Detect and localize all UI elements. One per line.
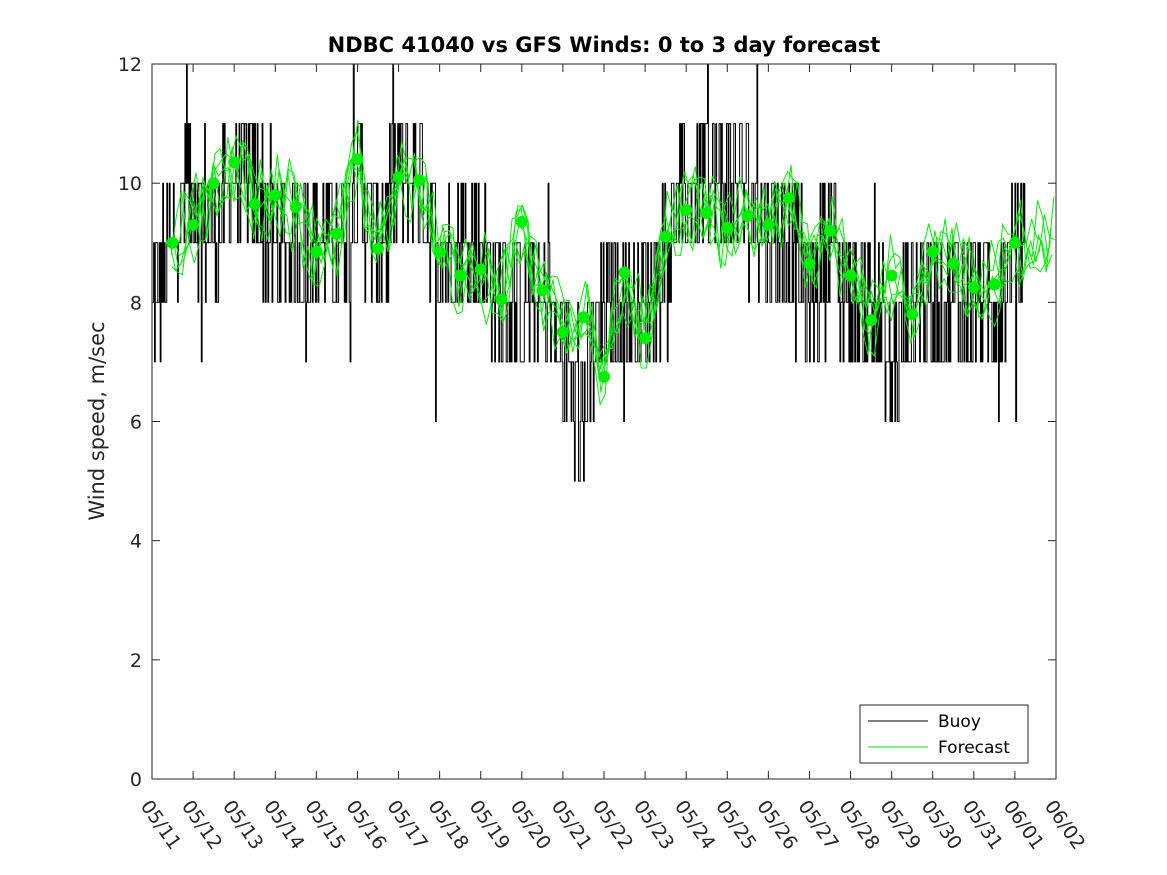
forecast-point — [659, 230, 672, 243]
forecast-point — [824, 224, 836, 237]
forecast-point — [536, 284, 549, 297]
forecast-point — [166, 236, 179, 249]
forecast-point — [988, 278, 1001, 291]
forecast-point — [515, 215, 528, 228]
y-tick-labels: 0 2 4 6 8 10 12 — [118, 54, 142, 791]
y-tick-label: 12 — [118, 54, 142, 76]
forecast-point — [700, 207, 713, 219]
buoy-series — [152, 63, 1026, 482]
forecast-point — [906, 308, 919, 321]
forecast-point — [433, 245, 446, 258]
y-axis-label: Wind speed, m/sec — [85, 321, 109, 520]
forecast-point — [372, 242, 384, 255]
forecast-point — [762, 218, 775, 231]
y-tick-label: 6 — [130, 412, 142, 434]
forecast-point — [248, 198, 261, 210]
forecast-point — [926, 245, 939, 258]
y-tick-label: 4 — [130, 531, 142, 553]
forecast-point — [618, 266, 631, 279]
forecast-point — [187, 218, 200, 231]
forecast-point — [269, 189, 282, 202]
forecast-point — [1008, 236, 1021, 249]
forecast-point — [721, 221, 734, 234]
legend-buoy-label: Buoy — [938, 712, 981, 732]
forecast-point — [967, 281, 980, 294]
forecast-markers — [166, 153, 1021, 383]
forecast-point — [803, 257, 816, 270]
forecast-point — [556, 326, 569, 339]
forecast-point — [207, 177, 220, 190]
forecast-point — [577, 311, 590, 324]
forecast-point — [330, 227, 343, 240]
forecast-point — [741, 209, 754, 222]
forecast-point — [310, 245, 323, 258]
forecast-point — [392, 171, 405, 184]
forecast-point — [474, 263, 487, 276]
y-tick-label: 0 — [130, 769, 142, 791]
axis-ticks — [151, 63, 1057, 780]
y-tick-label: 2 — [130, 650, 142, 672]
forecast-point — [947, 257, 960, 270]
forecast-line — [170, 139, 1055, 368]
forecast-line — [174, 134, 1049, 393]
forecast-point — [228, 156, 241, 169]
forecast-point — [865, 314, 878, 327]
chart-title: NDBC 41040 vs GFS Winds: 0 to 3 day fore… — [328, 33, 881, 57]
forecast-point — [413, 174, 426, 187]
legend: Buoy Forecast — [859, 704, 1029, 764]
forecast-point — [598, 370, 610, 383]
forecast-point — [782, 192, 795, 205]
y-tick-label: 8 — [130, 292, 142, 314]
forecast-point — [351, 153, 364, 166]
forecast-point — [844, 269, 857, 282]
forecast-point — [680, 204, 693, 216]
legend-forecast-label: Forecast — [938, 738, 1010, 758]
forecast-point — [639, 332, 652, 345]
forecast-point — [495, 293, 508, 306]
forecast-point — [885, 269, 898, 282]
forecast-point — [454, 269, 467, 282]
legend-box — [859, 704, 1029, 764]
forecast-line — [172, 120, 1052, 357]
forecast-point — [289, 201, 302, 213]
buoy-line — [152, 63, 1026, 482]
y-tick-label: 10 — [118, 173, 142, 195]
